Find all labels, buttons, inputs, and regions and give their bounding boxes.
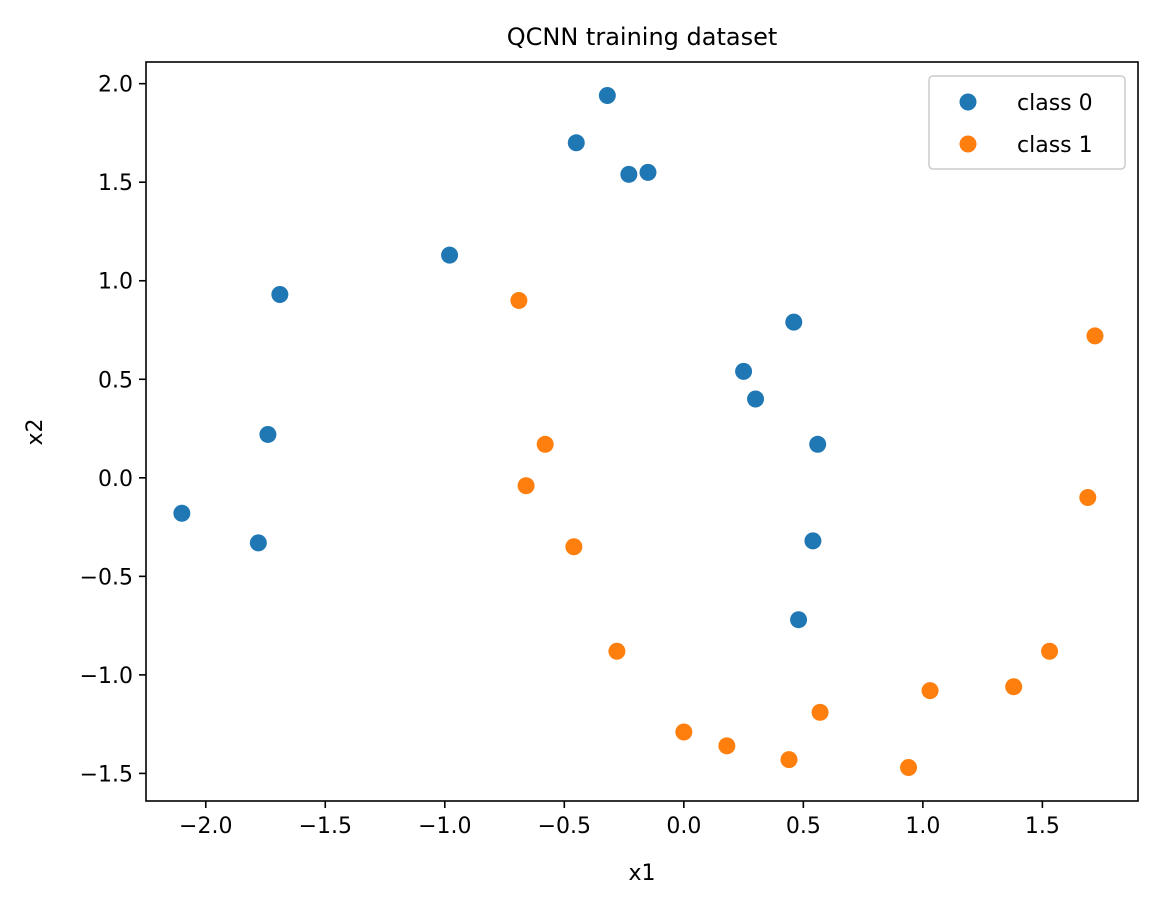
x-tick-label: 0.5 [786,814,821,839]
legend-marker-class-0 [959,93,977,111]
x-tick-label: −1.5 [299,814,352,839]
x-tick-label: 1.0 [905,814,940,839]
point-class-0 [809,435,827,453]
data-points [173,87,1104,776]
y-tick-label: 1.5 [98,171,133,196]
point-class-1 [1041,642,1059,660]
y-tick-label: 2.0 [98,73,133,98]
point-class-1 [780,751,798,769]
y-axis-ticks: −1.5 −1.0 −0.5 0.0 0.5 1.0 1.5 2.0 [80,73,146,787]
point-class-0 [598,87,616,105]
y-tick-label: 0.5 [98,368,133,393]
point-class-1 [1005,678,1023,696]
point-class-0 [804,532,822,550]
point-class-0 [639,163,657,181]
x-tick-label: −1.0 [418,814,471,839]
point-class-1 [608,642,626,660]
x-tick-label: 1.5 [1025,814,1060,839]
point-class-1 [900,758,918,776]
y-tick-label: 1.0 [98,270,133,295]
legend-marker-class-1 [959,135,977,153]
point-class-1 [510,291,528,309]
y-tick-label: −0.5 [80,565,133,590]
point-class-0 [271,286,289,304]
point-class-1 [811,703,829,721]
point-class-0 [790,611,808,629]
point-class-0 [735,362,753,380]
legend-box [928,75,1126,170]
x-axis-label: x1 [628,861,655,886]
point-class-0 [747,390,765,408]
legend-label-class-0: class 0 [1017,91,1093,116]
y-tick-label: −1.0 [80,664,133,689]
x-tick-label: 0.0 [666,814,701,839]
plot-frame [145,61,1139,802]
legend-label-class-1: class 1 [1017,133,1093,158]
legend: class 0 class 1 [928,75,1126,170]
point-class-1 [517,477,535,495]
point-class-1 [1086,327,1104,345]
point-class-1 [921,682,939,700]
point-class-0 [249,534,267,552]
point-class-0 [785,313,803,331]
y-tick-label: −1.5 [80,762,133,787]
point-class-1 [1079,489,1097,507]
point-class-0 [620,165,638,183]
point-class-0 [441,246,459,264]
point-class-0 [259,425,277,443]
x-tick-label: −2.0 [179,814,232,839]
x-axis-ticks: −2.0 −1.5 −1.0 −0.5 0.0 0.5 1.0 1.5 [179,801,1060,839]
point-class-0 [567,134,585,152]
chart-title: QCNN training dataset [507,23,778,51]
x-tick-label: −0.5 [538,814,591,839]
point-class-1 [675,723,693,741]
y-tick-label: 0.0 [98,467,133,492]
point-class-1 [718,737,736,755]
point-class-1 [536,435,554,453]
y-axis-label: x2 [23,418,48,445]
point-class-1 [565,538,583,556]
point-class-0 [173,504,191,522]
